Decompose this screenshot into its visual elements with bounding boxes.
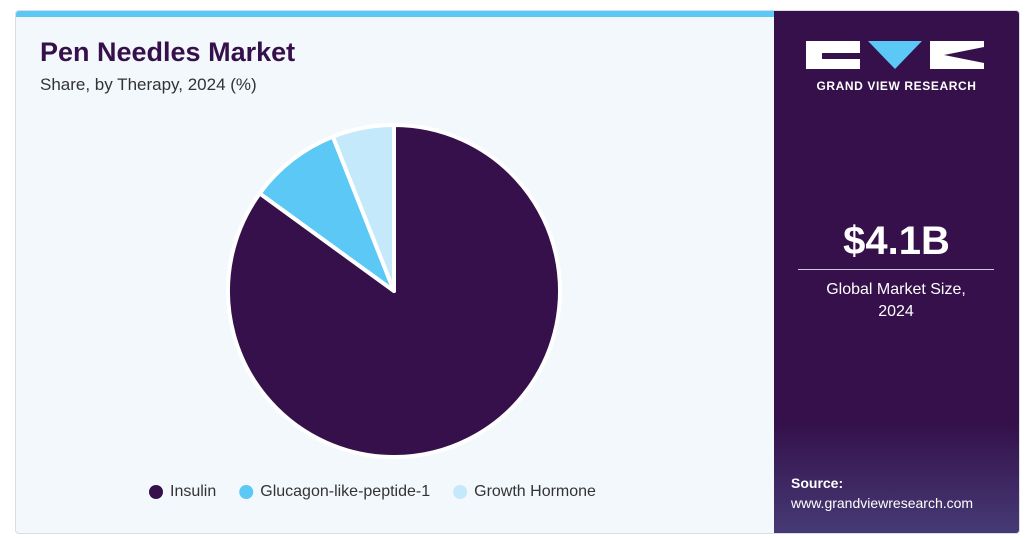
chart-title: Pen Needles Market [40, 37, 296, 67]
legend-label: Growth Hormone [474, 483, 596, 500]
card: Pen Needles Market Share, by Therapy, 20… [15, 10, 1020, 534]
chart: Insulin Glucagon-like-peptide-1 Growth Hor… [149, 123, 596, 500]
source-label: Source: [791, 475, 844, 491]
market-size-label: Global Market Size, 2024 [826, 281, 966, 320]
legend-swatch [239, 485, 254, 499]
brand: GRAND VIEW RESEARCH [816, 79, 977, 93]
legend-swatch [453, 485, 468, 499]
accent-bar [16, 11, 774, 17]
side-panel: GRAND VIEW RESEARCH $4.1B Global Market … [774, 11, 1019, 533]
legend-label: Insulin [170, 483, 216, 500]
logo [806, 41, 984, 69]
logo-cut [944, 47, 984, 63]
legend-label: Glucagon-like-peptide-1 [260, 483, 430, 500]
source-url: www.grandviewresearch.com [791, 495, 974, 511]
pie-slice [330, 123, 396, 293]
market-size: $4.1B [843, 219, 950, 263]
panel-texture [774, 423, 1019, 533]
logo-cut [822, 53, 860, 59]
divider [798, 269, 994, 270]
chart-subtitle: Share, by Therapy, 2024 (%) [40, 75, 257, 94]
legend-swatch [149, 485, 163, 499]
logo-v [868, 41, 922, 69]
